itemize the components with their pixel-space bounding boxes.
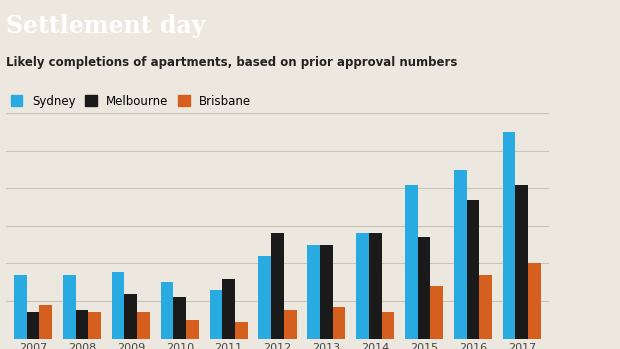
Bar	[137, 312, 150, 339]
Bar	[405, 185, 418, 339]
Bar	[430, 286, 443, 339]
Bar	[284, 310, 296, 339]
Bar	[210, 290, 222, 339]
Bar	[14, 275, 27, 339]
Bar	[76, 310, 88, 339]
Legend: Sydney, Melbourne, Brisbane: Sydney, Melbourne, Brisbane	[11, 95, 251, 107]
Bar	[515, 185, 528, 339]
Bar	[235, 322, 247, 339]
Bar	[333, 307, 345, 339]
Bar	[125, 294, 137, 339]
Bar	[40, 305, 52, 339]
Bar	[528, 263, 541, 339]
Bar	[369, 233, 381, 339]
Bar	[88, 312, 101, 339]
Bar	[112, 273, 125, 339]
Bar	[186, 320, 199, 339]
Bar	[381, 312, 394, 339]
Text: Settlement day: Settlement day	[6, 14, 206, 38]
Bar	[467, 200, 479, 339]
Bar	[308, 245, 320, 339]
Bar	[259, 256, 271, 339]
Bar	[479, 275, 492, 339]
Bar	[418, 237, 430, 339]
Bar	[356, 233, 369, 339]
Bar	[320, 245, 333, 339]
Bar	[454, 170, 467, 339]
Bar	[271, 233, 284, 339]
Bar	[161, 282, 174, 339]
Bar	[222, 279, 235, 339]
Bar	[63, 275, 76, 339]
Bar	[174, 297, 186, 339]
Text: Likely completions of apartments, based on prior approval numbers: Likely completions of apartments, based …	[6, 56, 458, 69]
Bar	[27, 312, 40, 339]
Bar	[503, 132, 515, 339]
